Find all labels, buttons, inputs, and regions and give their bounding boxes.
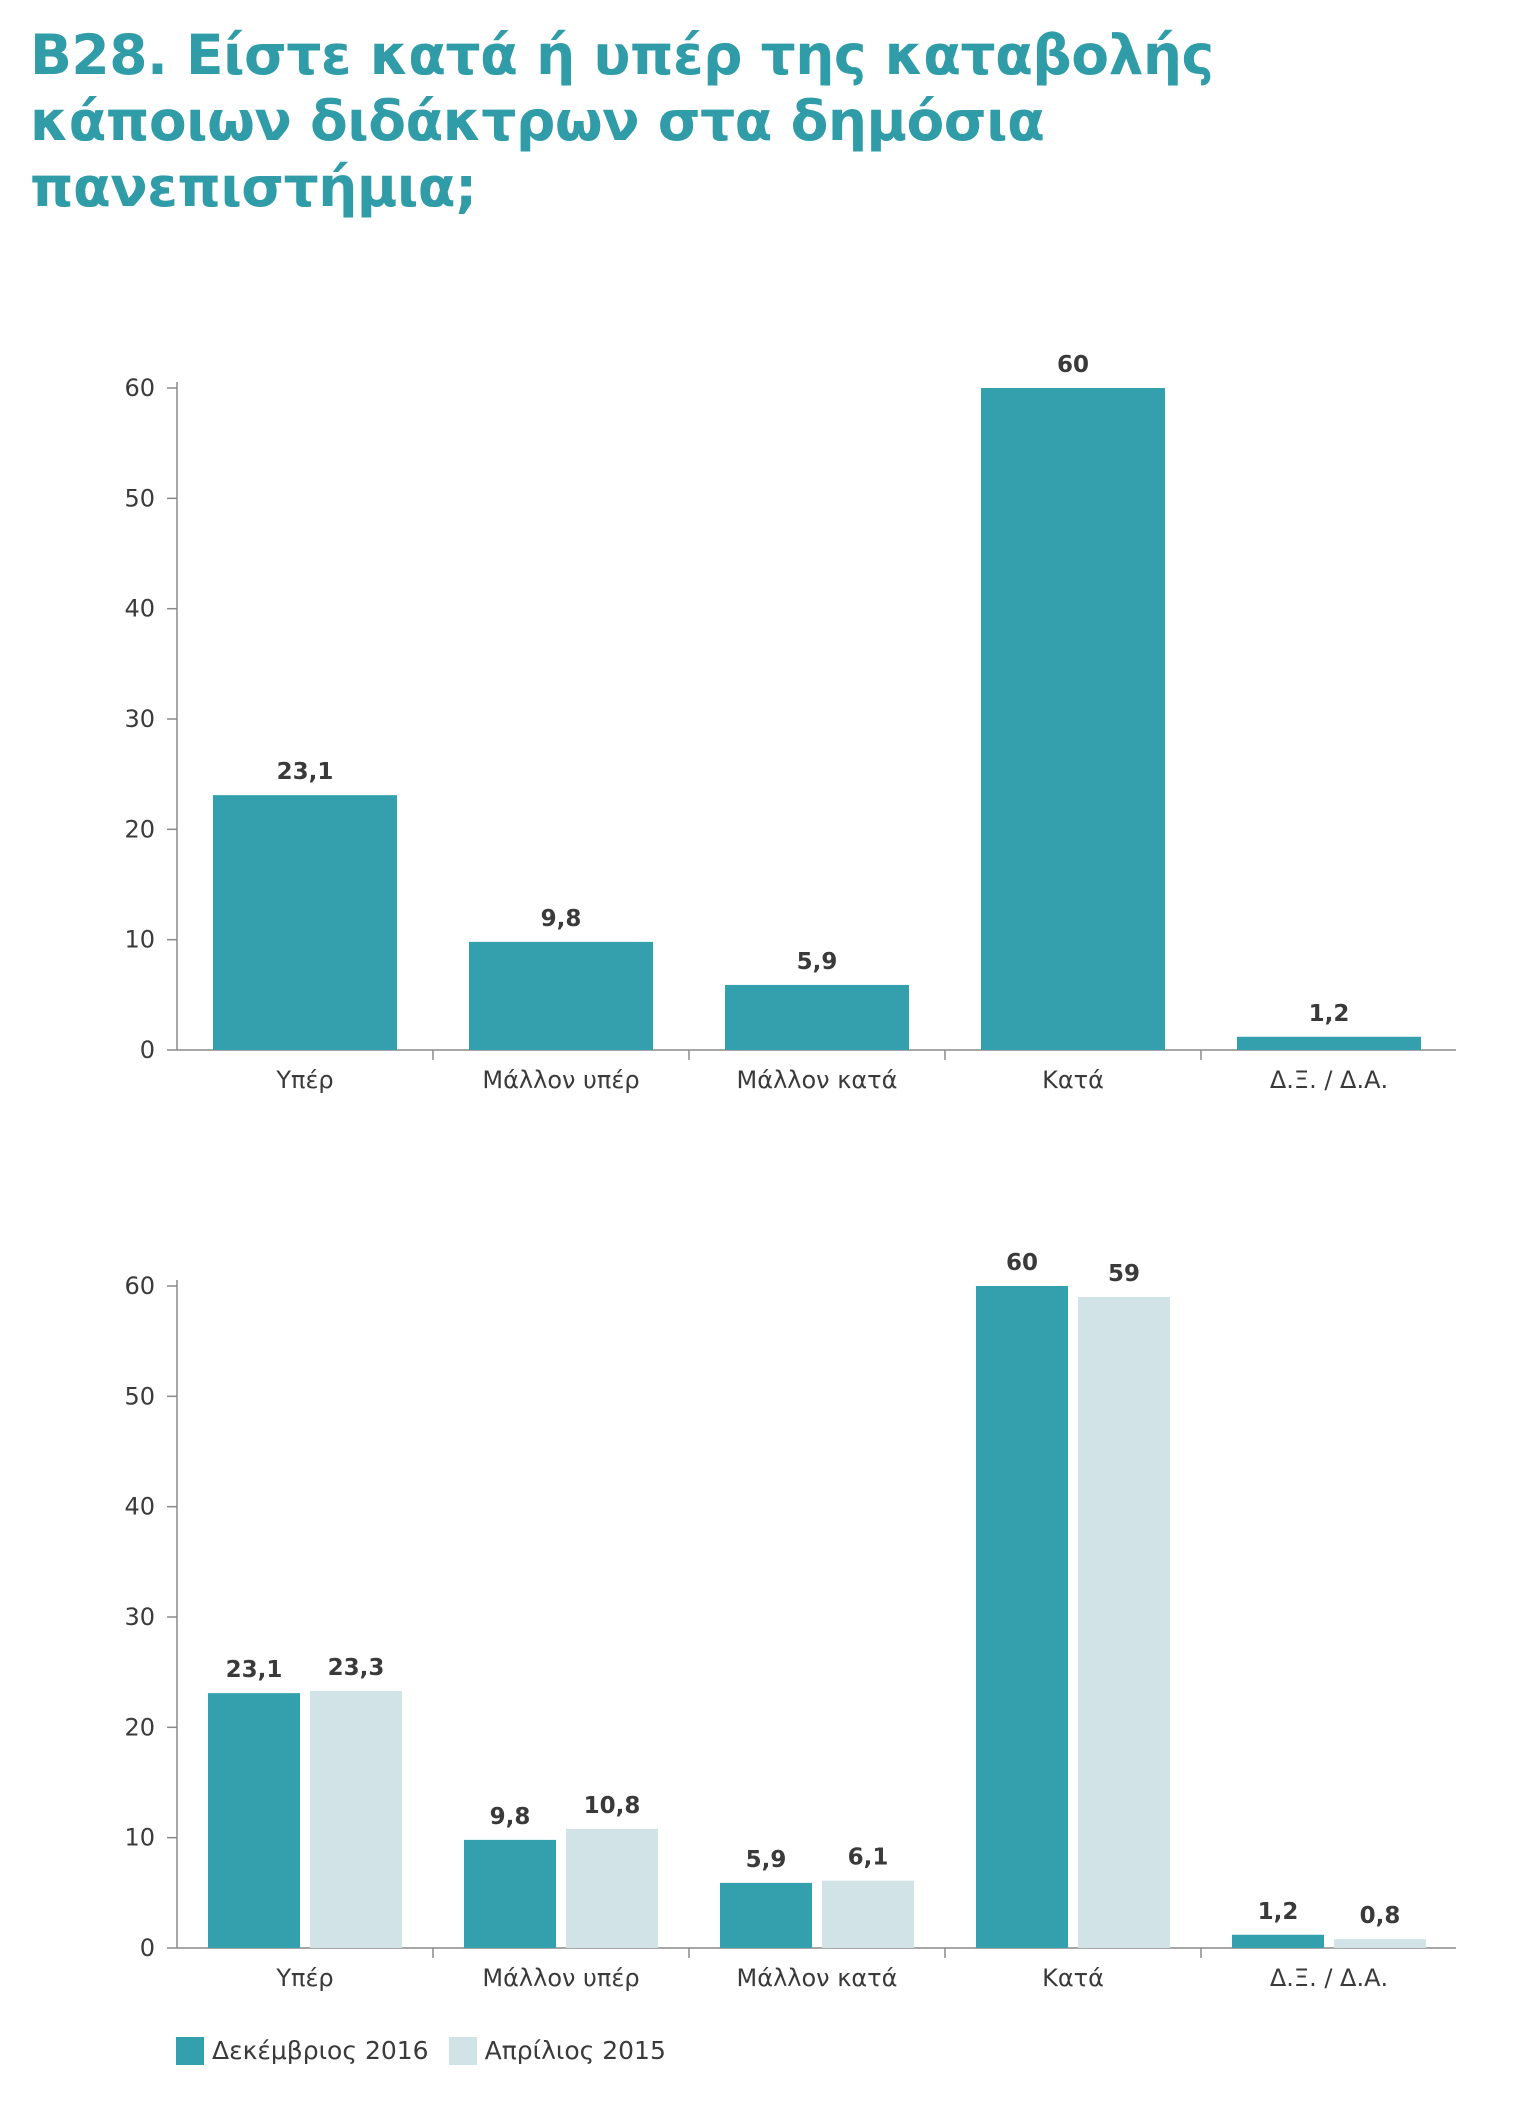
bar-κατα-series-0: [981, 388, 1165, 1050]
x-category-label-κατα: Κατά: [1042, 1066, 1104, 1094]
y-tick-label-0: 0: [140, 1036, 155, 1064]
x-category-label-μαλλον-υπερ: Μάλλον υπέρ: [482, 1066, 639, 1094]
page-title-line-1: B28. Είστε κατά ή υπέρ της καταβολής: [30, 23, 1214, 87]
bar-μαλλον-κατα-series-0: [720, 1882, 812, 1948]
y-tick-label-40: 40: [124, 1493, 155, 1521]
legend-label-dec-2016: Δεκέμβριος 2016: [212, 2036, 429, 2065]
page-title-line-2: κάποιων διδάκτρων στα δημόσια: [30, 89, 1045, 153]
y-tick-label-0: 0: [140, 1934, 155, 1962]
data-label-μαλλον-υπερ-series-1: 10,8: [584, 1793, 641, 1819]
data-label-υπερ-series-1: 23,3: [328, 1655, 385, 1681]
x-category-label-κατα: Κατά: [1042, 1964, 1104, 1992]
bar-υπερ-series-1: [310, 1690, 402, 1948]
x-category-label-μαλλον-κατα: Μάλλον κατά: [737, 1964, 898, 1992]
bar-chart-dec-2016: 0 10 20 30 40 50 60 23,1 Υπέρ 9,8 Μάλλον υπέρ 5,9 Μά…: [124, 352, 1456, 1094]
y-tick-label-50: 50: [124, 484, 155, 512]
y-tick-label-20: 20: [124, 815, 155, 843]
bar-υπερ-series-0: [208, 1693, 300, 1948]
x-category-label-μαλλον-υπερ: Μάλλον υπέρ: [482, 1964, 639, 1992]
data-label-κατα-series-0: 60: [1057, 352, 1089, 378]
y-tick-label-10: 10: [124, 1824, 155, 1852]
data-label-μαλλον-υπερ-series-0: 9,8: [541, 906, 582, 932]
x-category-label-υπερ: Υπέρ: [275, 1964, 333, 1992]
data-label-κατα-series-1: 59: [1108, 1261, 1140, 1287]
data-label-μαλλον-κατα-series-0: 5,9: [746, 1847, 787, 1873]
page-title: B28. Είστε κατά ή υπέρ της καταβολής κάπ…: [30, 22, 1230, 220]
bar-μαλλον-υπερ-series-0: [469, 941, 653, 1050]
bar-μαλλον-κατα-series-0: [725, 984, 909, 1050]
legend-swatch-apr-2015: [448, 2036, 477, 2065]
legend-label-apr-2015: Απρίλιος 2015: [484, 2036, 666, 2065]
data-label-δ-ξ-δ-α-series-0: 1,2: [1258, 1899, 1299, 1925]
data-label-υπερ-series-0: 23,1: [226, 1657, 283, 1683]
chart-legend: Δεκέμβριος 2016 Απρίλιος 2015: [176, 2036, 666, 2065]
bar-chart-comparison: 0 10 20 30 40 50 60 23,1 23,3 Υπέρ 9,8 10,8 Μάλλον υ…: [124, 1250, 1456, 1992]
y-tick-label-30: 30: [124, 705, 155, 733]
y-tick-label-10: 10: [124, 926, 155, 954]
x-category-label-υπερ: Υπέρ: [275, 1066, 333, 1094]
data-label-μαλλον-κατα-series-0: 5,9: [797, 949, 838, 975]
y-tick-label-30: 30: [124, 1603, 155, 1631]
legend-item-apr-2015: Απρίλιος 2015: [448, 2036, 666, 2065]
data-label-δ-ξ-δ-α-series-0: 1,2: [1309, 1001, 1350, 1027]
bar-δ-ξ-δ-α-series-0: [1232, 1934, 1324, 1948]
legend-swatch-dec-2016: [176, 2036, 204, 2065]
y-tick-label-60: 60: [124, 1272, 155, 1300]
bar-μαλλον-υπερ-series-0: [464, 1839, 556, 1948]
data-label-κατα-series-0: 60: [1006, 1250, 1038, 1276]
legend-item-dec-2016: Δεκέμβριος 2016: [176, 2036, 429, 2065]
x-category-label-δ-ξ-δ-α: Δ.Ξ. / Δ.Α.: [1270, 1964, 1388, 1992]
data-label-δ-ξ-δ-α-series-1: 0,8: [1360, 1903, 1401, 1929]
data-label-υπερ-series-0: 23,1: [277, 759, 334, 785]
data-label-μαλλον-υπερ-series-0: 9,8: [490, 1804, 531, 1830]
y-tick-label-40: 40: [124, 595, 155, 623]
page-title-line-3: πανεπιστήμια;: [30, 155, 477, 219]
bar-μαλλον-υπερ-series-1: [566, 1828, 658, 1948]
y-tick-label-50: 50: [124, 1382, 155, 1410]
bar-δ-ξ-δ-α-series-0: [1237, 1036, 1421, 1050]
bar-κατα-series-1: [1078, 1297, 1170, 1948]
x-category-label-μαλλον-κατα: Μάλλον κατά: [737, 1066, 898, 1094]
x-category-label-δ-ξ-δ-α: Δ.Ξ. / Δ.Α.: [1270, 1066, 1388, 1094]
bar-δ-ξ-δ-α-series-1: [1334, 1939, 1426, 1948]
data-label-μαλλον-κατα-series-1: 6,1: [848, 1845, 889, 1871]
bar-υπερ-series-0: [213, 795, 397, 1050]
y-tick-label-60: 60: [124, 374, 155, 402]
bar-κατα-series-0: [976, 1286, 1068, 1948]
y-tick-label-20: 20: [124, 1713, 155, 1741]
bar-μαλλον-κατα-series-1: [822, 1880, 914, 1948]
